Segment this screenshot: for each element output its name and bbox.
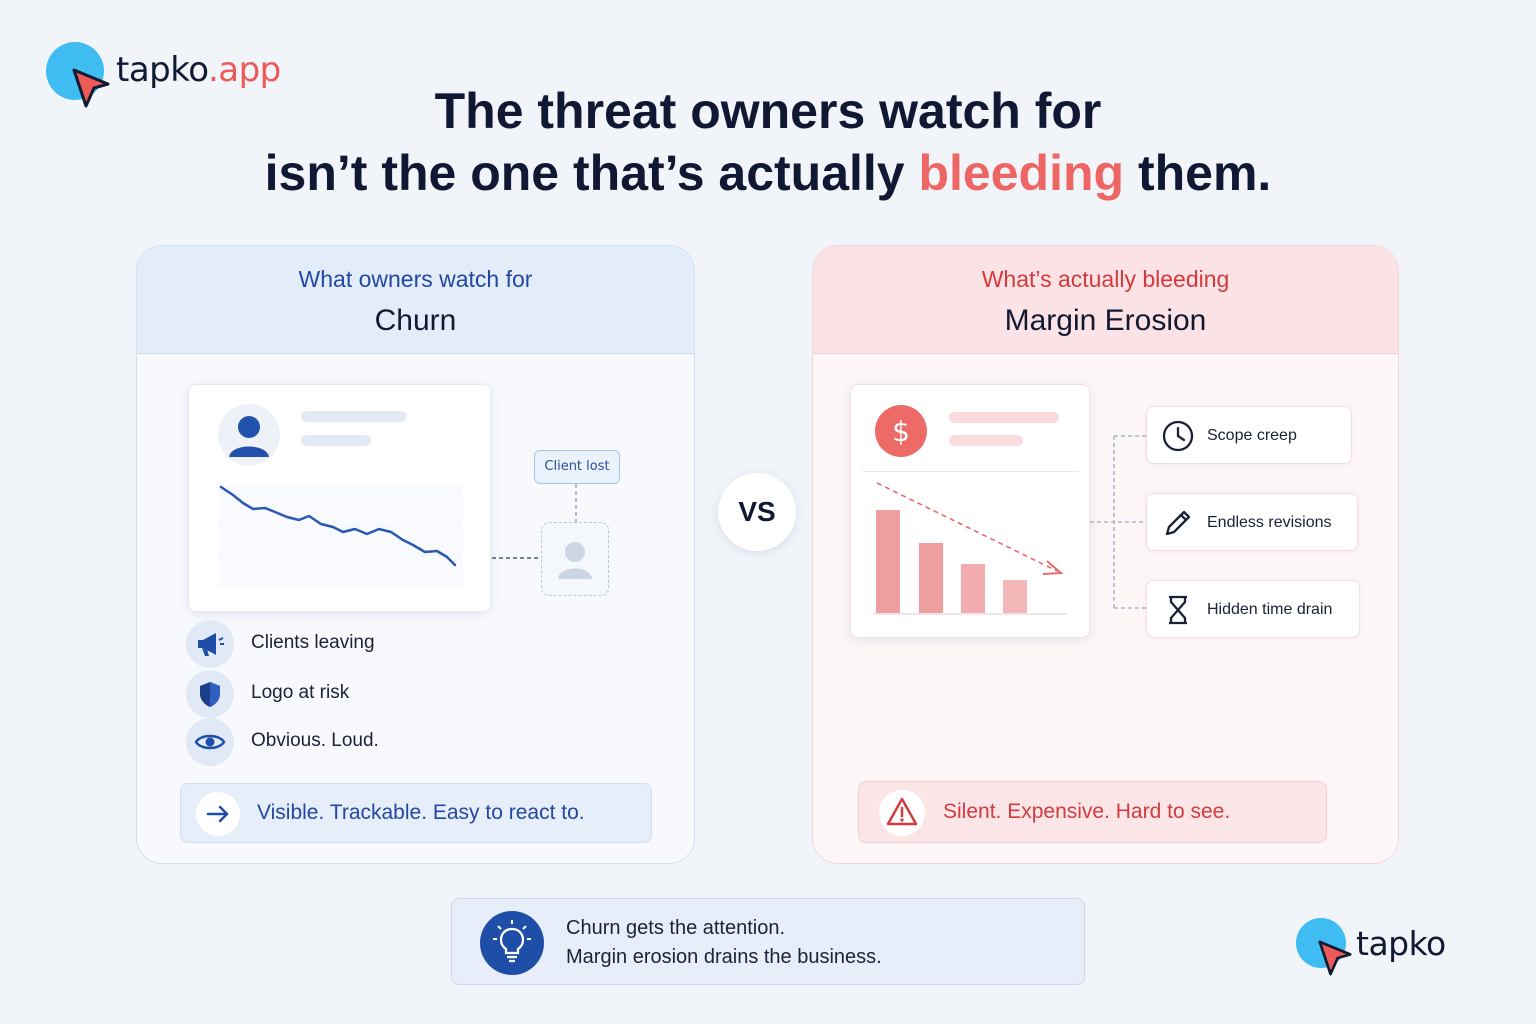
placeholder-line xyxy=(949,435,1023,446)
shield-icon xyxy=(186,670,234,718)
margin-card: $ xyxy=(850,384,1090,638)
churn-panel-title: Churn xyxy=(374,304,457,337)
megaphone-icon xyxy=(186,620,234,668)
margin-summary-text: Silent. Expensive. Hard to see. xyxy=(943,800,1231,823)
clock-icon xyxy=(1162,420,1194,452)
dollar-icon: $ xyxy=(875,405,927,457)
arrow-right-icon xyxy=(196,792,240,836)
churn-panel-header: What owners watch for Churn xyxy=(137,246,694,354)
client-lost-tag: Client lost xyxy=(534,450,620,484)
feature-label: Clients leaving xyxy=(251,632,375,653)
warning-icon xyxy=(879,790,925,836)
lightbulb-icon xyxy=(480,911,544,975)
chip-label: Scope creep xyxy=(1207,427,1297,444)
pencil-icon xyxy=(1165,510,1191,536)
placeholder-line xyxy=(301,411,407,422)
logo-name: tapko xyxy=(116,50,208,90)
cursor-icon xyxy=(72,68,110,108)
margin-summary-bar: Silent. Expensive. Hard to see. xyxy=(858,781,1327,843)
feature-obvious-loud: Obvious. Loud. xyxy=(186,718,486,766)
cursor-icon xyxy=(1318,940,1352,976)
insight-line-2: Margin erosion drains the business. xyxy=(566,946,882,968)
churn-decline-chart xyxy=(219,485,463,587)
headline-text: isn’t the one that’s actually xyxy=(264,145,919,201)
logo-name: tapko xyxy=(1356,924,1446,963)
insight-callout: Churn gets the attention. Margin erosion… xyxy=(451,898,1085,985)
chip-connectors xyxy=(1090,435,1146,609)
logo-wordmark: tapko.app xyxy=(116,50,281,90)
logo-wordmark: tapko xyxy=(1356,924,1446,963)
brand-logo-top[interactable]: tapko.app xyxy=(46,42,306,108)
feature-logo-at-risk: Logo at risk xyxy=(186,670,486,718)
ghost-user-icon xyxy=(558,542,592,579)
margin-decline-chart xyxy=(873,482,1067,615)
vs-badge: VS xyxy=(718,473,796,551)
hourglass-icon xyxy=(1169,595,1187,625)
svg-text:$: $ xyxy=(892,415,910,448)
user-avatar-icon xyxy=(218,404,280,466)
chip-label: Hidden time drain xyxy=(1207,601,1333,618)
headline-text-end: them. xyxy=(1124,145,1272,201)
chip-endless-revisions: Endless revisions xyxy=(1146,493,1358,551)
connector-lines xyxy=(492,484,577,559)
margin-panel-subtitle: What’s actually bleeding xyxy=(981,266,1230,292)
placeholder-line xyxy=(949,412,1059,423)
feature-label: Obvious. Loud. xyxy=(251,730,379,751)
feature-label: Logo at risk xyxy=(251,682,350,703)
logo-tld: .app xyxy=(207,50,281,90)
eye-icon xyxy=(186,718,234,766)
lost-client-placeholder xyxy=(541,522,609,596)
margin-panel-header: What’s actually bleeding Margin Erosion xyxy=(813,246,1398,354)
chip-scope-creep: Scope creep xyxy=(1146,406,1352,464)
headline-line-2: isn’t the one that’s actually bleeding t… xyxy=(0,142,1536,204)
feature-clients-leaving: Clients leaving xyxy=(186,620,486,668)
churn-summary-bar: Visible. Trackable. Easy to react to. xyxy=(180,783,652,843)
placeholder-line xyxy=(301,435,371,446)
headline-accent: bleeding xyxy=(918,145,1125,201)
client-card xyxy=(188,384,491,612)
margin-panel-title: Margin Erosion xyxy=(1004,304,1207,337)
headline-line-1: The threat owners watch for xyxy=(434,83,1102,139)
card-divider xyxy=(863,471,1079,472)
chip-label: Endless revisions xyxy=(1207,514,1332,531)
chip-hidden-time-drain: Hidden time drain xyxy=(1146,580,1360,638)
brand-logo-bottom[interactable]: tapko xyxy=(1296,916,1466,976)
churn-summary-text: Visible. Trackable. Easy to react to. xyxy=(257,801,585,824)
churn-panel-subtitle: What owners watch for xyxy=(298,266,533,292)
insight-line-1: Churn gets the attention. xyxy=(566,917,786,939)
